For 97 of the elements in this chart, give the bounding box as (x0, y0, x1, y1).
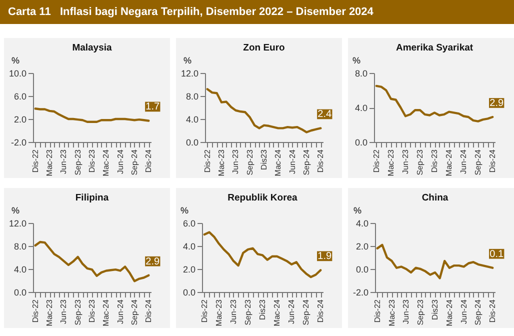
chart-title: Zon Euro (243, 42, 286, 54)
y-tick-label: 4.0 (186, 114, 198, 124)
y-tick-label: 4.0 (14, 264, 26, 274)
x-tick-label: Mac-23 (45, 148, 54, 176)
y-tick-label: 8.0 (354, 68, 368, 78)
chart-title: Republik Korea (228, 192, 298, 204)
y-tick-label: 4.0 (182, 242, 196, 252)
x-tick-label: Dis-24 (316, 298, 326, 323)
x-tick-label: Jun-23 (59, 148, 68, 174)
x-tick-label: Sep-24 (302, 148, 311, 176)
x-tick-label: Sep-24 (474, 298, 483, 326)
x-tick-label: Sep-24 (474, 148, 483, 176)
x-tick-label: Dis-24 (144, 298, 154, 323)
x-tick-label: Dis-24 (488, 148, 498, 173)
x-tick-label: Sep-24 (302, 298, 311, 326)
data-label: 1.9 (318, 251, 332, 262)
x-tick-label: Sep-23 (245, 148, 254, 176)
text: Carta 11 Inflasi bagi Negara Terpilih, Disember 2022 – Disember 2024 (0, 0, 514, 24)
y-tick-label: 6.0 (14, 92, 26, 102)
x-tick-label: Mac-24 (102, 298, 111, 326)
y-tick-label: 4.0 (354, 103, 368, 113)
line-series (34, 108, 150, 123)
y-axis-title: % (354, 206, 362, 216)
x-tick-label: Mac-23 (217, 148, 226, 176)
y-tick-label: 2.0 (14, 114, 26, 124)
y-axis-title: % (12, 56, 20, 66)
x-tick-label: Sep-24 (130, 298, 139, 326)
y-axis-title: % (180, 206, 189, 216)
x-tick-label: Jun-24 (116, 148, 125, 174)
x-tick-label: Mac-23 (386, 148, 396, 176)
y-tick-label: 8.0 (186, 92, 198, 102)
data-label: 2.9 (146, 256, 160, 268)
x-tick-label: Mac-23 (214, 298, 224, 326)
y-tick-label: 10.0 (8, 68, 26, 78)
x-tick-label: Jun-23 (400, 148, 410, 174)
x-tick-label: Mac-24 (274, 148, 283, 176)
data-label: 2.9 (490, 98, 504, 109)
x-tick-label: Mac-23 (45, 298, 54, 326)
y-tick-label: 8.0 (14, 242, 26, 252)
x-tick-label: Mac-24 (444, 148, 454, 176)
chart-title: Filipina (75, 192, 110, 204)
y-tick-label: 0.0 (14, 288, 26, 298)
x-tick-label: Dis-22 (202, 148, 212, 173)
x-tick-label: Dis-24 (316, 148, 326, 173)
x-tick-label: Mac-24 (102, 148, 111, 176)
x-tick-label: Dis-22 (30, 298, 40, 323)
y-tick-label: 2.0 (356, 242, 368, 252)
x-tick-label: Jun-24 (287, 298, 296, 324)
x-tick-label: Mac-24 (444, 298, 454, 326)
y-tick-label: -2.0 (352, 288, 368, 298)
data-label: 2.4 (318, 109, 332, 120)
x-tick-label: Jun-23 (402, 298, 411, 324)
y-tick-label: 0.0 (186, 138, 198, 148)
data-label: 1.7 (146, 102, 160, 113)
y-axis-title: % (12, 206, 20, 216)
x-tick-label: Sep-23 (243, 298, 252, 326)
x-tick-label: Dis23 (258, 298, 267, 320)
x-tick-label: Dis-23 (88, 298, 96, 323)
x-tick-label: Jun-24 (288, 148, 297, 174)
x-tick-label: Dis23 (260, 148, 268, 170)
x-tick-label: Dis-23 (430, 148, 439, 173)
y-tick-label: 0.0 (356, 264, 368, 274)
x-tick-label: Sep-24 (130, 148, 139, 176)
y-tick-label: 4.0 (356, 218, 368, 228)
x-tick-label: Dis-22 (30, 148, 40, 173)
x-tick-label: Jun-23 (228, 298, 238, 324)
y-axis-title: % (184, 56, 192, 66)
x-tick-label: Mac-23 (387, 298, 396, 326)
y-tick-label: 0.0 (182, 288, 196, 298)
y-tick-label: -2.0 (10, 138, 26, 148)
y-tick-label: 0.0 (354, 138, 368, 148)
x-tick-label: Dis-22 (200, 298, 209, 323)
x-tick-label: Dis23 (430, 298, 440, 320)
x-tick-label: Sep-23 (73, 148, 82, 176)
y-tick-label: 6.0 (182, 218, 196, 228)
x-tick-label: Jun-24 (459, 148, 468, 174)
y-axis-title: % (352, 56, 361, 66)
x-tick-label: Sep-23 (415, 148, 424, 176)
x-tick-label: Jun-23 (231, 148, 240, 174)
x-tick-label: Dis-24 (144, 148, 154, 173)
y-tick-label: 12.0 (180, 68, 198, 78)
x-tick-label: Dis-22 (372, 298, 382, 323)
y-tick-label: 12.0 (8, 218, 26, 228)
x-tick-label: Jun-23 (59, 298, 68, 324)
x-tick-label: Sep-23 (73, 298, 82, 326)
chart-title: Amerika Syarikat (396, 42, 474, 54)
x-tick-label: Mac-24 (272, 298, 282, 326)
x-tick-label: Jun-24 (116, 298, 125, 324)
data-label: 0.1 (490, 248, 504, 260)
y-tick-label: 2.0 (182, 264, 196, 274)
x-tick-label: Dis-23 (88, 148, 96, 173)
x-tick-label: Dis-22 (372, 148, 381, 173)
chart-title: Malaysia (72, 42, 113, 54)
chart-title: China (422, 192, 449, 204)
x-tick-label: Sep-23 (416, 298, 426, 326)
x-tick-label: Jun-24 (459, 298, 468, 324)
x-tick-label: Dis-24 (488, 298, 498, 323)
